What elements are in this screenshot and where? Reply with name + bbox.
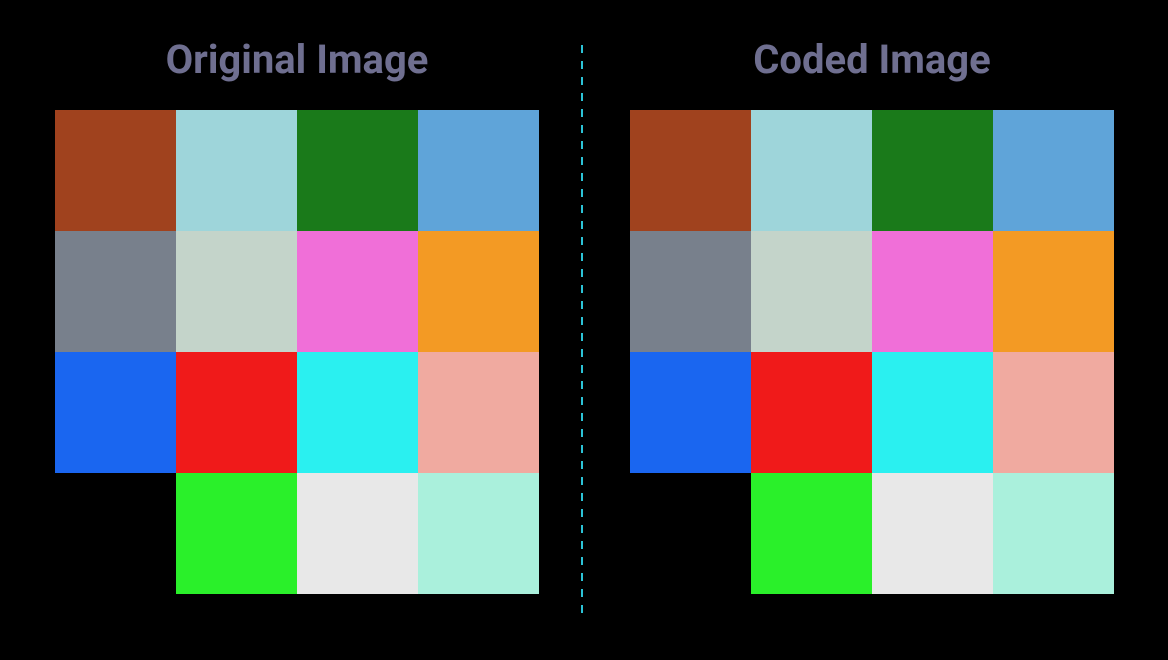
coded-cell-r3-c2 (872, 473, 993, 594)
vertical-divider (581, 45, 583, 620)
coded-cell-r1-c1 (751, 231, 872, 352)
original-cell-r2-c0 (55, 352, 176, 473)
coded-cell-r0-c1 (751, 110, 872, 231)
original-cell-r1-c3 (418, 231, 539, 352)
original-cell-r0-c0 (55, 110, 176, 231)
coded-cell-r2-c0 (630, 352, 751, 473)
original-image-grid (55, 110, 539, 594)
coded-image-panel: Coded Image (630, 30, 1114, 594)
original-cell-r3-c0 (55, 473, 176, 594)
coded-cell-r3-c0 (630, 473, 751, 594)
original-cell-r2-c2 (297, 352, 418, 473)
original-cell-r2-c1 (176, 352, 297, 473)
original-cell-r3-c1 (176, 473, 297, 594)
coded-cell-r2-c1 (751, 352, 872, 473)
coded-cell-r0-c3 (993, 110, 1114, 231)
original-cell-r2-c3 (418, 352, 539, 473)
coded-cell-r3-c1 (751, 473, 872, 594)
coded-cell-r2-c3 (993, 352, 1114, 473)
original-cell-r1-c0 (55, 231, 176, 352)
diagram-stage: Original Image Coded Image (0, 0, 1168, 660)
coded-image-grid (630, 110, 1114, 594)
coded-cell-r1-c0 (630, 231, 751, 352)
original-image-title: Original Image (55, 30, 539, 90)
coded-cell-r2-c2 (872, 352, 993, 473)
original-cell-r0-c1 (176, 110, 297, 231)
divider-dash-svg (581, 45, 583, 620)
original-cell-r3-c3 (418, 473, 539, 594)
original-cell-r0-c3 (418, 110, 539, 231)
original-cell-r1-c1 (176, 231, 297, 352)
coded-cell-r0-c2 (872, 110, 993, 231)
coded-cell-r1-c3 (993, 231, 1114, 352)
original-cell-r3-c2 (297, 473, 418, 594)
original-cell-r1-c2 (297, 231, 418, 352)
coded-image-title: Coded Image (630, 30, 1114, 90)
coded-cell-r1-c2 (872, 231, 993, 352)
original-cell-r0-c2 (297, 110, 418, 231)
coded-cell-r0-c0 (630, 110, 751, 231)
original-image-panel: Original Image (55, 30, 539, 594)
coded-cell-r3-c3 (993, 473, 1114, 594)
